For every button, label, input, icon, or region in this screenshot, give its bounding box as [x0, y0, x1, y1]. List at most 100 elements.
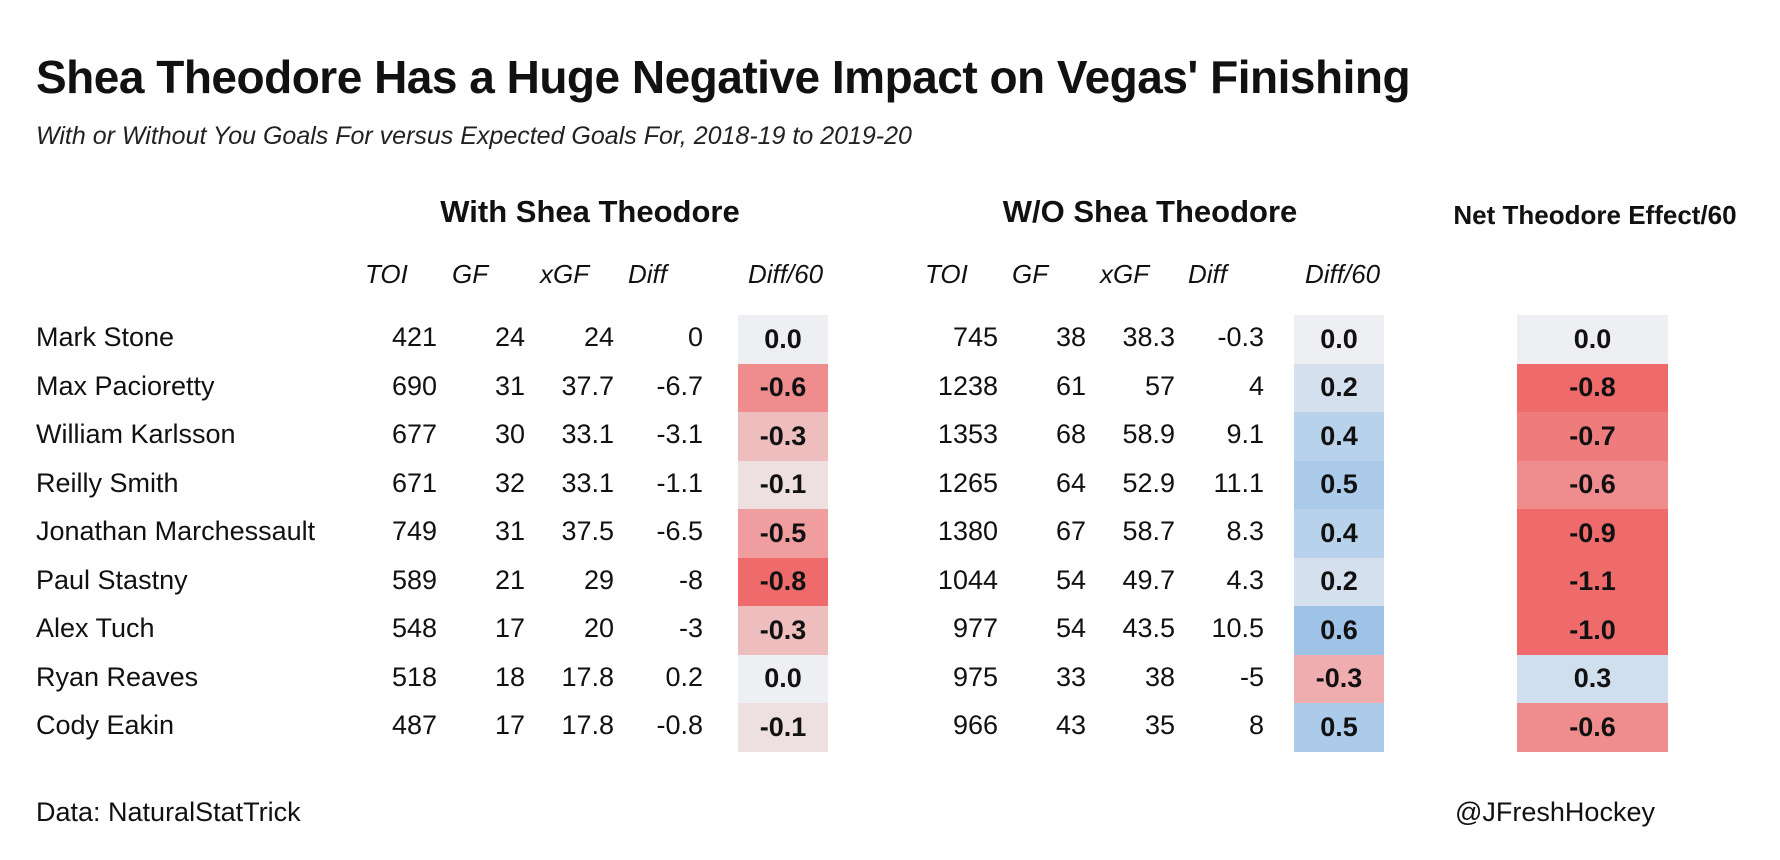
chart-title: Shea Theodore Has a Huge Negative Impact…: [36, 51, 1411, 103]
net-effect-cell: 0.3: [1517, 654, 1668, 703]
column-header-with-toi: TOI: [365, 259, 408, 289]
column-header-with-gf: GF: [452, 259, 489, 289]
player-name: Reilly Smith: [36, 467, 179, 498]
without-diff-value: 8.3: [1226, 516, 1264, 546]
with-xgf-value: 37.5: [561, 516, 614, 546]
without-diff60-cell: 0.5: [1294, 703, 1384, 752]
without-toi-value: 745: [952, 322, 998, 352]
net-effect-cell: 0.0: [1517, 315, 1668, 364]
without-diff60-cell: -0.3: [1294, 654, 1384, 703]
column-header-with-diff: Diff: [628, 259, 667, 289]
with-diff60-cell: -0.3: [738, 412, 828, 461]
with-diff60-cell: -0.1: [738, 703, 828, 752]
without-toi-value: 1353: [937, 419, 998, 449]
without-toi-value: 1265: [937, 467, 998, 498]
net-effect-cell: -0.6: [1517, 460, 1668, 509]
without-diff-value: 9.1: [1226, 419, 1264, 449]
without-xgf-value: 38: [1144, 661, 1175, 692]
without-xgf-value: 35: [1144, 710, 1175, 740]
chart-subtitle: With or Without You Goals For versus Exp…: [36, 122, 912, 150]
with-diff60-cell: -0.3: [738, 606, 828, 655]
player-name: Paul Stastny: [36, 564, 188, 595]
without-xgf-value: 49.7: [1122, 564, 1175, 595]
with-xgf-value: 17.8: [561, 661, 614, 692]
with-diff60-cell: -0.6: [738, 363, 828, 412]
player-name: Jonathan Marchessault: [36, 516, 316, 546]
column-header-with-diff60: Diff/60: [748, 259, 824, 289]
without-gf-value: 61: [1055, 370, 1086, 401]
without-diff60-cell: 0.6: [1294, 606, 1384, 655]
net-effect-cell: -0.7: [1517, 412, 1668, 461]
with-xgf-value: 33.1: [561, 467, 614, 498]
player-name: Cody Eakin: [36, 710, 175, 740]
net-effect-cell: -0.9: [1517, 509, 1668, 558]
with-diff60-cell: -0.1: [738, 460, 828, 509]
column-header-with-xgf: xGF: [540, 259, 590, 289]
without-toi-value: 975: [952, 661, 998, 692]
with-diff-value: -3: [678, 613, 703, 643]
with-diff60-cell: 0.0: [738, 315, 828, 364]
without-diff-value: -5: [1239, 661, 1264, 692]
with-toi-value: 671: [391, 467, 437, 498]
column-header-without-toi: TOI: [925, 259, 968, 289]
without-toi-value: 977: [952, 613, 998, 643]
column-header-without-xgf: xGF: [1100, 259, 1150, 289]
without-diff-value: 10.5: [1211, 613, 1264, 643]
without-diff-value: 8: [1248, 710, 1264, 740]
without-xgf-value: 52.9: [1122, 467, 1175, 498]
net-effect-cell: -1.1: [1517, 557, 1668, 606]
with-diff-value: -6.7: [656, 370, 703, 401]
without-xgf-value: 58.7: [1122, 516, 1175, 546]
without-gf-value: 33: [1055, 661, 1086, 692]
with-toi-value: 749: [391, 516, 437, 546]
author-credit: @JFreshHockey: [1455, 797, 1655, 827]
with-diff60-cell: 0.0: [738, 654, 828, 703]
with-gf-value: 24: [494, 322, 525, 352]
with-gf-value: 17: [494, 710, 525, 740]
group-header-net: Net Theodore Effect/60: [1453, 200, 1737, 230]
player-name: William Karlsson: [36, 419, 236, 449]
without-diff-value: 4.3: [1226, 564, 1264, 595]
net-effect-cell: -1.0: [1517, 606, 1668, 655]
with-diff-value: 0.2: [665, 661, 703, 692]
player-name: Alex Tuch: [36, 613, 155, 643]
without-xgf-value: 43.5: [1122, 613, 1175, 643]
with-gf-value: 31: [494, 370, 525, 401]
player-name: Mark Stone: [36, 322, 175, 352]
with-diff60-cell: -0.5: [738, 509, 828, 558]
column-header-without-diff60: Diff/60: [1305, 259, 1381, 289]
without-gf-value: 54: [1055, 613, 1086, 643]
group-header-without: W/O Shea Theodore: [1002, 194, 1298, 229]
without-xgf-value: 58.9: [1122, 419, 1175, 449]
without-xgf-value: 38.3: [1122, 322, 1175, 352]
with-gf-value: 17: [494, 613, 525, 643]
without-diff60-cell: 0.4: [1294, 412, 1384, 461]
with-toi-value: 677: [391, 419, 437, 449]
without-gf-value: 43: [1055, 710, 1086, 740]
net-effect-cell: -0.6: [1517, 703, 1668, 752]
with-diff-value: -0.8: [656, 710, 703, 740]
with-diff-value: -6.5: [656, 516, 703, 546]
with-gf-value: 21: [494, 564, 525, 595]
with-toi-value: 589: [391, 564, 437, 595]
without-diff60-cell: 0.2: [1294, 363, 1384, 412]
without-diff60-cell: 0.2: [1294, 557, 1384, 606]
with-diff-value: -1.1: [656, 467, 703, 498]
column-header-without-diff: Diff: [1188, 259, 1227, 289]
net-effect-cell: -0.8: [1517, 363, 1668, 412]
with-toi-value: 548: [391, 613, 437, 643]
with-gf-value: 31: [494, 516, 525, 546]
with-toi-value: 690: [391, 370, 437, 401]
without-xgf-value: 57: [1144, 370, 1175, 401]
with-diff60-cell: -0.8: [738, 557, 828, 606]
without-toi-value: 966: [952, 710, 998, 740]
with-xgf-value: 29: [583, 564, 614, 595]
group-header-with: With Shea Theodore: [440, 194, 740, 229]
without-gf-value: 38: [1055, 322, 1086, 352]
with-diff-value: -8: [678, 564, 703, 595]
with-xgf-value: 24: [583, 322, 614, 352]
without-gf-value: 64: [1055, 467, 1086, 498]
with-xgf-value: 17.8: [561, 710, 614, 740]
player-name: Max Pacioretty: [36, 370, 215, 401]
with-toi-value: 518: [391, 661, 437, 692]
